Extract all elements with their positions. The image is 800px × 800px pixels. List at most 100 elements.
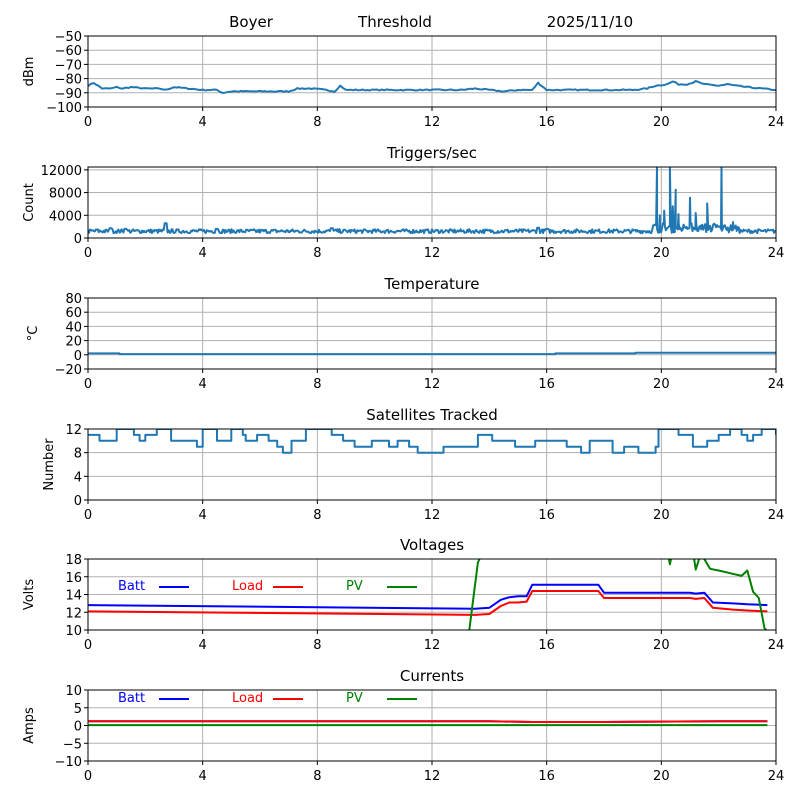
series-line-triggers (88, 167, 776, 235)
x-tick-label: 16 (538, 377, 555, 392)
x-tick-label: 16 (538, 638, 555, 653)
x-tick-label: 4 (199, 115, 207, 130)
x-tick-label: 4 (199, 246, 207, 261)
subplot-title: Satellites Tracked (366, 406, 497, 424)
x-tick-label: 0 (84, 769, 92, 784)
series-group (88, 429, 776, 454)
subplot-currents: 0 4 8 12 16 20 24 −10 −5 0 5 10 Amps Currents Batt Load… (22, 667, 784, 784)
y-tick-label: 14 (65, 589, 82, 604)
x-tick-label: 0 (84, 246, 92, 261)
y-axis-label: dBm (22, 57, 37, 87)
x-tick-label: 20 (653, 115, 670, 130)
y-tick-label: −100 (46, 101, 82, 116)
y-tick-label: 0 (74, 349, 82, 364)
x-tick-label: 20 (653, 377, 670, 392)
y-tick-label: −5 (63, 737, 82, 752)
y-tick-label: 16 (65, 571, 82, 586)
x-tick-label: 4 (199, 638, 207, 653)
x-tick-label: 24 (768, 246, 785, 261)
y-tick-label: −90 (55, 87, 82, 102)
series-group (88, 167, 776, 235)
x-tick-label: 16 (538, 246, 555, 261)
y-tick-label: −70 (55, 58, 82, 73)
x-tick-label: 24 (768, 115, 785, 130)
y-tick-label: 8 (74, 447, 82, 462)
x-tick-label: 8 (313, 246, 321, 261)
legend: Batt Load PV (118, 691, 417, 706)
y-tick-label: 12 (65, 423, 82, 438)
series-line-satellites (88, 429, 776, 454)
x-tick-label: 24 (768, 377, 785, 392)
y-tick-label: 4 (74, 470, 82, 485)
y-tick-label: 18 (65, 553, 82, 568)
y-tick-label: −60 (55, 44, 82, 59)
legend-label-load: Load (232, 691, 263, 706)
axes-frame (87, 35, 777, 108)
y-tick-label: 0 (74, 720, 82, 735)
y-tick-label: 12000 (41, 164, 82, 179)
y-tick-label: 20 (65, 335, 82, 350)
header-station: Boyer (229, 13, 274, 31)
x-tick-label: 0 (84, 638, 92, 653)
y-tick-label: 12 (65, 606, 82, 621)
x-tick-label: 0 (84, 115, 92, 130)
axes-frame (87, 428, 777, 501)
y-tick-label: 4000 (49, 209, 82, 224)
series-line-load (88, 590, 768, 616)
x-tick-label: 12 (424, 769, 441, 784)
series-line-load (88, 720, 768, 723)
y-tick-label: 5 (74, 702, 82, 717)
x-tick-label: 8 (313, 508, 321, 523)
x-tick-label: 8 (313, 769, 321, 784)
y-tick-label: 0 (74, 494, 82, 509)
x-tick-label: 20 (653, 246, 670, 261)
y-tick-label: −50 (55, 30, 82, 45)
axes-frame (87, 558, 777, 631)
x-tick-label: 8 (313, 638, 321, 653)
y-tick-label: 0 (74, 232, 82, 247)
subplot-satellites: 0 4 8 12 16 20 24 0 4 8 12 Number Satellites Tracked (42, 406, 784, 523)
y-tick-label: 80 (65, 292, 82, 307)
subplot-title: Voltages (400, 536, 464, 554)
x-tick-label: 4 (199, 377, 207, 392)
legend-label-pv: PV (346, 691, 363, 706)
subplot-title: Triggers/sec (386, 144, 477, 162)
x-tick-label: 8 (313, 115, 321, 130)
y-tick-label: −10 (55, 755, 82, 770)
subplot-rssi: 0 4 8 12 16 20 24 −100−90−80−70−60−50 dBm (22, 30, 784, 130)
y-axis-label: Count (22, 183, 37, 222)
y-tick-label: −20 (55, 363, 82, 378)
legend-label-load: Load (232, 579, 263, 594)
subplot-triggers: 0 4 8 12 16 20 24 0 4000 8000 12000 Count Triggers/s… (22, 144, 784, 261)
x-tick-label: 12 (424, 377, 441, 392)
x-tick-label: 16 (538, 115, 555, 130)
legend-label-pv: PV (346, 579, 363, 594)
legend-label-batt: Batt (118, 691, 145, 706)
y-tick-label: −80 (55, 73, 82, 88)
x-tick-label: 24 (768, 508, 785, 523)
x-tick-label: 12 (424, 115, 441, 130)
y-tick-label: 10 (65, 624, 82, 639)
x-tick-label: 24 (768, 638, 785, 653)
y-tick-label: 8000 (49, 187, 82, 202)
series-line-pv (468, 559, 768, 630)
x-tick-label: 8 (313, 377, 321, 392)
x-tick-label: 0 (84, 377, 92, 392)
y-axis-label: Volts (22, 579, 37, 611)
series-line-batt (88, 583, 768, 610)
x-tick-label: 12 (424, 508, 441, 523)
x-tick-label: 20 (653, 769, 670, 784)
x-tick-label: 12 (424, 246, 441, 261)
axes-frame (87, 689, 777, 762)
header-date: 2025/11/10 (547, 13, 633, 31)
legend: Batt Load PV (118, 579, 417, 594)
series-group (88, 351, 776, 356)
axes-frame (87, 297, 777, 370)
y-tick-label: 40 (65, 320, 82, 335)
series-group (88, 720, 768, 727)
header-mode: Threshold (357, 13, 432, 31)
